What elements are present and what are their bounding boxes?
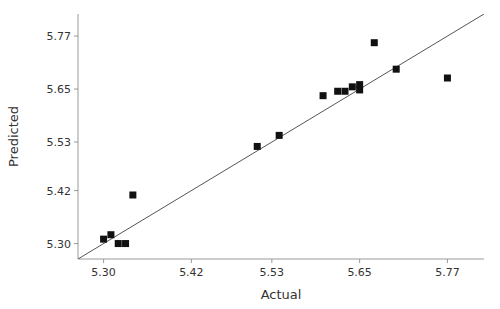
axes: 5.30 5.42 5.53 5.65 5.77 5.30 5.42 5.53 5.65 5.77 bbox=[47, 14, 485, 279]
x-tick bbox=[191, 259, 192, 263]
point bbox=[371, 39, 378, 46]
x-tick bbox=[103, 259, 104, 263]
y-tick bbox=[74, 89, 78, 90]
point bbox=[393, 66, 400, 73]
chart-svg: 5.30 5.42 5.53 5.65 5.77 5.30 5.42 5.53 5.65 5.77… bbox=[0, 0, 500, 309]
point bbox=[276, 132, 283, 139]
y-tick bbox=[74, 36, 78, 37]
point bbox=[320, 92, 327, 99]
y-tick-label: 5.77 bbox=[47, 30, 72, 43]
point bbox=[334, 88, 341, 95]
point bbox=[356, 81, 363, 88]
y-tick bbox=[74, 142, 78, 143]
y-axis-label: Predicted bbox=[6, 106, 21, 167]
chart-container: 5.30 5.42 5.53 5.65 5.77 5.30 5.42 5.53 5.65 5.77… bbox=[0, 0, 500, 309]
x-tick bbox=[359, 259, 360, 263]
x-axis-line bbox=[78, 259, 484, 260]
x-tick bbox=[447, 259, 448, 263]
reference-line bbox=[78, 14, 484, 259]
x-tick-label: 5.77 bbox=[435, 266, 460, 279]
point bbox=[107, 231, 114, 238]
point bbox=[349, 83, 356, 90]
y-tick bbox=[74, 243, 78, 244]
plot-area bbox=[78, 14, 484, 259]
point bbox=[100, 236, 107, 243]
point bbox=[122, 240, 129, 247]
point bbox=[342, 88, 349, 95]
x-tick-label: 5.42 bbox=[179, 266, 204, 279]
y-tick-label: 5.42 bbox=[47, 185, 72, 198]
point bbox=[129, 191, 136, 198]
x-tick bbox=[271, 259, 272, 263]
y-tick-label: 5.53 bbox=[47, 136, 72, 149]
point bbox=[115, 240, 122, 247]
y-tick bbox=[74, 190, 78, 191]
point bbox=[254, 143, 261, 150]
x-tick-label: 5.30 bbox=[91, 266, 116, 279]
y-tick-label: 5.30 bbox=[47, 238, 72, 251]
point bbox=[444, 75, 451, 82]
x-axis-label: Actual bbox=[261, 287, 302, 302]
y-axis-line bbox=[78, 14, 79, 259]
x-tick-label: 5.65 bbox=[347, 266, 372, 279]
y-tick-label: 5.65 bbox=[47, 83, 72, 96]
x-tick-label: 5.53 bbox=[260, 266, 285, 279]
